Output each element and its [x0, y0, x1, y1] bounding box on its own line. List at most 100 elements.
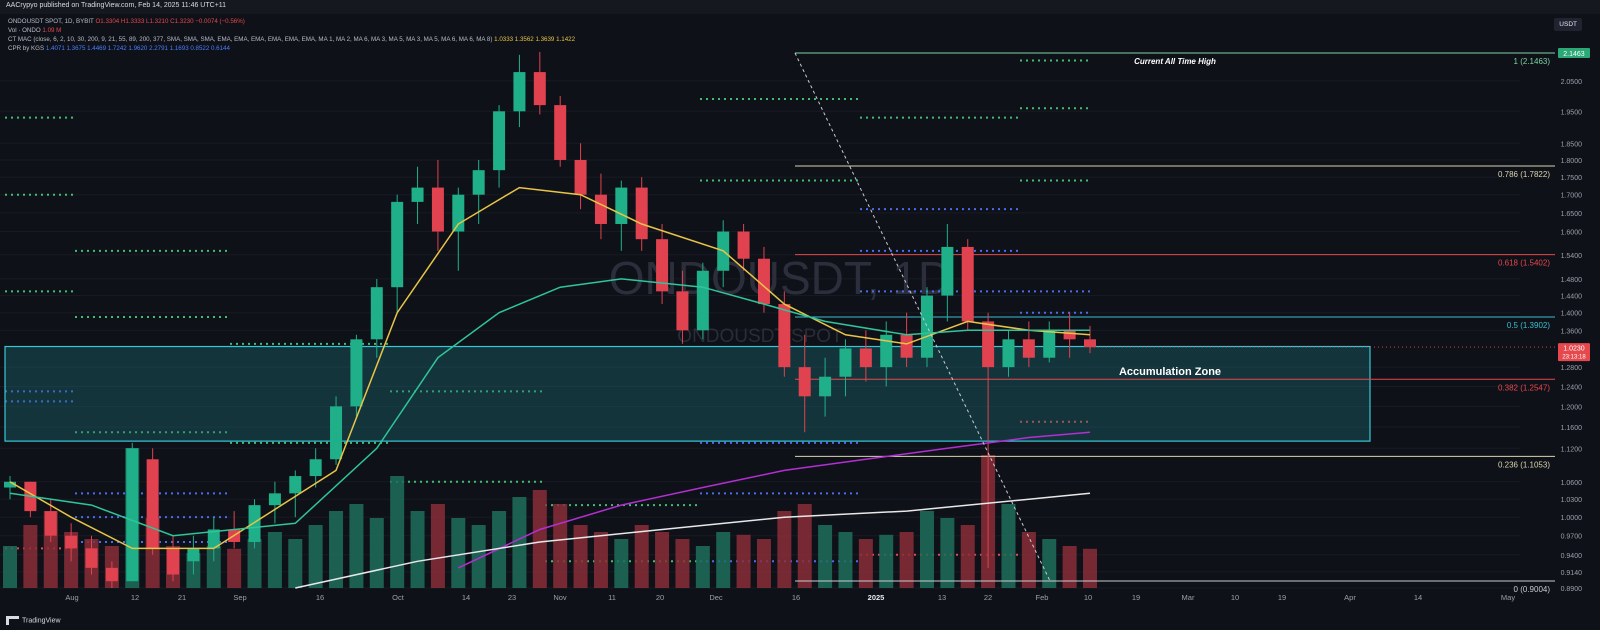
price-axis-label: 0.8900	[1561, 586, 1583, 593]
price-axis: 2.0500 1.9500 1.8500 1.8000 1.7500 1.7000 1.65…	[1561, 79, 1583, 593]
candle[interactable]	[778, 291, 791, 377]
candle[interactable]	[391, 194, 404, 313]
candle[interactable]	[982, 312, 995, 568]
zone-annotation[interactable]: Accumulation Zone	[1119, 366, 1221, 378]
volume-bar	[430, 504, 445, 588]
volume-bar	[3, 546, 17, 588]
candle-body	[187, 548, 200, 562]
candle[interactable]	[268, 481, 281, 524]
candle[interactable]	[146, 448, 159, 555]
price-axis-label: 2.0500	[1561, 79, 1583, 86]
price-axis-label: 1.0300	[1561, 497, 1583, 504]
candle[interactable]	[574, 143, 587, 210]
candle[interactable]	[839, 339, 852, 397]
candle[interactable]	[330, 396, 343, 465]
candle-body	[1022, 339, 1035, 358]
volume-bar	[797, 504, 812, 588]
candle[interactable]	[493, 105, 506, 188]
chart-pane[interactable]: ONDOUSDT, 1D ONDOUSDT SPOT 1 (2.1463) 0.7…	[0, 14, 1600, 606]
candle[interactable]	[105, 561, 118, 588]
candle[interactable]	[920, 287, 933, 368]
time-axis-label: 12	[131, 593, 139, 602]
moving-average-line[interactable]	[9, 186, 1091, 550]
price-axis-label: 1.5400	[1561, 253, 1583, 260]
indicator-legend: ONDOUSDT SPOT, 1D, BYBIT O1.3304 H1.3333…	[8, 17, 575, 53]
candle[interactable]	[472, 159, 485, 224]
fib-level-label: 0.618 (1.5402)	[1498, 259, 1550, 268]
cpr-values: 1.4071 1.3675 1.4469 1.7242 1.9620 2.279…	[45, 45, 230, 52]
candle[interactable]	[1002, 330, 1015, 377]
candle-body	[4, 481, 16, 488]
candle[interactable]	[676, 270, 689, 344]
ath-annotation[interactable]: Current All Time High	[1134, 57, 1216, 66]
candle[interactable]	[309, 448, 322, 488]
legend-volume-row[interactable]: Vol · ONDO 1.09 M	[8, 26, 575, 35]
price-chart[interactable]: ONDOUSDT, 1D ONDOUSDT SPOT 1 (2.1463)0.7…	[0, 14, 1600, 606]
moving-average-line[interactable]	[295, 492, 1091, 589]
volume-bar	[553, 504, 568, 588]
candle[interactable]	[1022, 321, 1035, 368]
currency-button[interactable]: USDT	[1554, 18, 1582, 31]
candle-body	[1084, 339, 1096, 348]
candle[interactable]	[513, 54, 526, 128]
price-axis-label: 1.1200	[1561, 446, 1583, 453]
candle[interactable]	[798, 334, 811, 433]
time-axis: Aug 12 21 Sep 16 Oct 14 23 Nov 11 20 Dec 16 2025 13 22 F…	[65, 593, 1515, 602]
legend-ctmac-row[interactable]: CT MAC (close, 6, 2, 10, 30, 200, 9, 21,…	[8, 35, 575, 44]
candle-body	[472, 170, 485, 195]
candle[interactable]	[696, 262, 709, 340]
candle[interactable]	[941, 223, 954, 322]
volume-bar	[23, 525, 38, 588]
candle[interactable]	[187, 535, 200, 575]
time-axis-label: 10	[1084, 593, 1092, 602]
candle[interactable]	[65, 523, 78, 562]
candle[interactable]	[859, 330, 872, 382]
candle[interactable]	[411, 166, 424, 224]
candle-body	[594, 194, 607, 224]
candle[interactable]	[207, 517, 220, 562]
candle[interactable]	[370, 278, 383, 358]
volume-bar	[532, 490, 547, 588]
price-axis-label: 1.6500	[1561, 211, 1583, 218]
moving-average-line[interactable]	[457, 431, 1091, 569]
candle[interactable]	[737, 223, 750, 271]
watermark-exchange: ONDOUSDT SPOT	[677, 326, 843, 347]
price-axis-label: 1.0600	[1561, 480, 1583, 487]
candlesticks	[4, 51, 1096, 588]
candle[interactable]	[757, 246, 770, 313]
volume-bar	[288, 539, 303, 588]
last-price-text: 1.0230	[1563, 346, 1585, 353]
candle[interactable]	[635, 177, 648, 251]
candle[interactable]	[289, 470, 302, 518]
candle[interactable]	[900, 312, 913, 368]
candle[interactable]	[533, 51, 546, 115]
fib-trend-line[interactable]	[794, 52, 1051, 582]
candle[interactable]	[85, 535, 98, 575]
candle[interactable]	[554, 95, 567, 167]
moving-average-line[interactable]	[9, 278, 1090, 537]
volume-bar	[879, 534, 894, 588]
legend-symbol-row[interactable]: ONDOUSDT SPOT, 1D, BYBIT O1.3304 H1.3333…	[8, 17, 575, 26]
candle[interactable]	[594, 173, 607, 240]
time-axis-label: 11	[608, 593, 616, 602]
accumulation-zone-box[interactable]	[4, 345, 1371, 442]
tradingview-logo[interactable]: TradingView	[6, 616, 61, 625]
candle[interactable]	[4, 476, 16, 500]
candle[interactable]	[44, 499, 57, 542]
candle[interactable]	[24, 481, 37, 518]
candle[interactable]	[248, 499, 261, 549]
candle-body	[513, 72, 526, 112]
candle[interactable]	[350, 334, 363, 417]
candle[interactable]	[1063, 312, 1076, 358]
candle[interactable]	[880, 321, 893, 387]
candle[interactable]	[1043, 321, 1056, 363]
candle[interactable]	[167, 535, 180, 582]
candle[interactable]	[819, 357, 832, 417]
candle-body	[1063, 330, 1076, 340]
candle[interactable]	[126, 442, 139, 582]
candle-body	[656, 239, 669, 292]
candle[interactable]	[431, 159, 444, 251]
legend-cpr-row[interactable]: CPR by KGS 1.4071 1.3675 1.4469 1.7242 1…	[8, 44, 575, 53]
candle[interactable]	[656, 223, 669, 305]
candle[interactable]	[961, 239, 974, 331]
